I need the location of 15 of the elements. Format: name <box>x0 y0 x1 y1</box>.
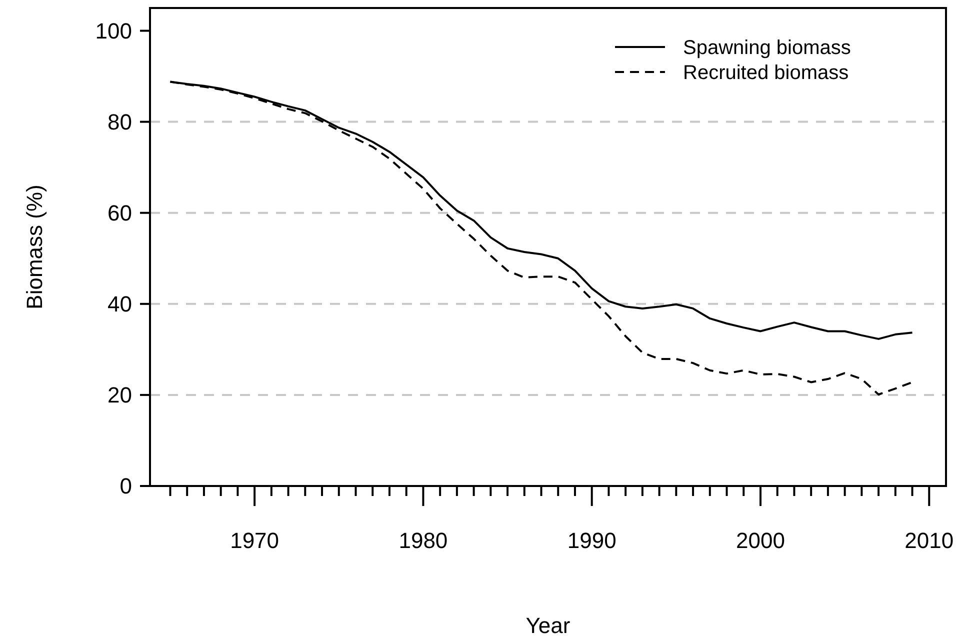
legend-label: Spawning biomass <box>683 37 851 59</box>
y-tick-label: 0 <box>120 474 132 499</box>
x-tick-label: 1970 <box>230 528 280 553</box>
y-tick-label: 100 <box>95 18 132 44</box>
x-tick-label: 1980 <box>398 528 448 553</box>
x-tick-label: 2010 <box>904 528 954 553</box>
y-tick-label: 60 <box>108 200 132 226</box>
y-tick-label: 40 <box>108 292 132 317</box>
y-axis-title: Biomass (%) <box>22 184 47 310</box>
x-axis-title: Year <box>526 613 570 638</box>
x-tick-label: 2000 <box>736 528 785 553</box>
legend-label: Recruited biomass <box>683 62 849 84</box>
x-tick-label: 1990 <box>567 528 616 553</box>
y-tick-label: 80 <box>108 110 132 135</box>
y-tick-label: 20 <box>108 382 132 408</box>
